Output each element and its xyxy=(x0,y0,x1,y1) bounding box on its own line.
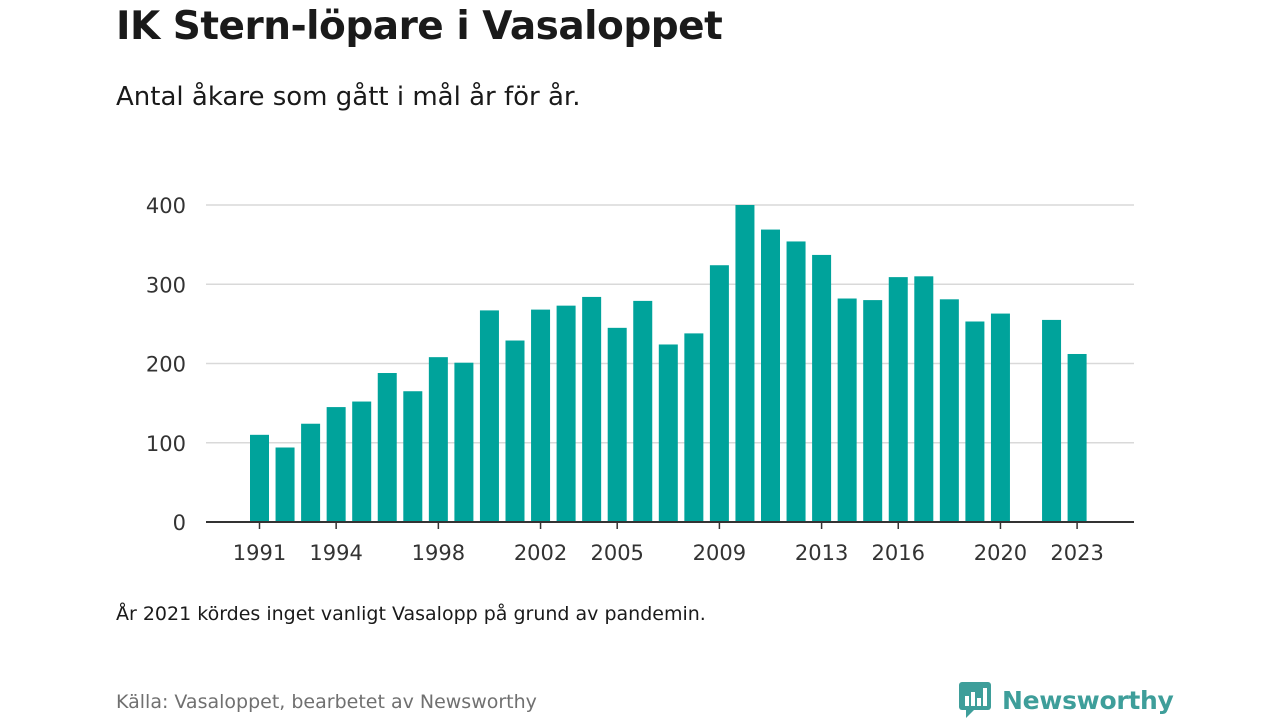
newsworthy-logo: Newsworthy xyxy=(958,680,1174,720)
bar xyxy=(709,265,729,522)
chart-subtitle: Antal åkare som gått i mål år för år. xyxy=(116,82,581,112)
bar xyxy=(607,327,627,522)
bar xyxy=(684,333,704,522)
bar xyxy=(761,229,780,522)
newsworthy-logo-icon xyxy=(959,682,991,718)
x-tick-label: 2005 xyxy=(590,541,643,565)
bar xyxy=(377,373,397,522)
bar-chart: 0 100 200 300 400 1991 1994 1998 2002 2005 2009 201… xyxy=(146,194,1134,565)
bar xyxy=(990,313,1010,522)
y-tick-label: 0 xyxy=(173,511,186,535)
bar xyxy=(275,447,295,522)
source-line: Källa: Vasaloppet, bearbetet av Newswort… xyxy=(116,691,537,713)
bar xyxy=(735,205,755,522)
bar xyxy=(582,296,602,522)
bar xyxy=(863,300,883,522)
bar xyxy=(479,310,499,522)
y-tick-label: 200 xyxy=(146,353,186,377)
x-tick-label: 2023 xyxy=(1050,541,1103,565)
x-tick-label: 2020 xyxy=(974,541,1027,565)
x-tick-label: 1991 xyxy=(233,541,286,565)
bar xyxy=(301,423,321,522)
bar xyxy=(403,391,423,522)
bar xyxy=(837,298,857,522)
bar xyxy=(352,401,372,522)
bar xyxy=(505,340,525,522)
bar xyxy=(658,344,678,522)
y-tick-label: 100 xyxy=(146,432,186,456)
bar xyxy=(1042,319,1062,522)
x-tick-label: 1994 xyxy=(309,541,362,565)
x-tick-label: 2016 xyxy=(872,541,925,565)
bar xyxy=(965,321,985,522)
chart-note: År 2021 kördes inget vanligt Vasalopp på… xyxy=(116,603,706,625)
bar xyxy=(786,241,806,522)
chart-title: IK Stern-löpare i Vasaloppet xyxy=(116,4,723,49)
bar xyxy=(531,309,551,522)
y-tick-label: 300 xyxy=(146,273,186,297)
logo-text: Newsworthy xyxy=(1002,685,1174,715)
y-tick-label: 400 xyxy=(146,194,186,218)
bar xyxy=(556,305,576,522)
bar xyxy=(428,357,448,522)
x-tick-label: 2013 xyxy=(795,541,848,565)
bar xyxy=(914,276,934,522)
x-tick-label: 2009 xyxy=(693,541,746,565)
bar xyxy=(939,299,959,522)
bar xyxy=(1067,353,1087,522)
bar xyxy=(326,407,346,522)
x-tick-label: 1998 xyxy=(412,541,465,565)
bar xyxy=(888,277,908,522)
bar xyxy=(454,362,474,522)
bar xyxy=(633,300,653,522)
bar xyxy=(812,254,832,523)
bar xyxy=(250,434,269,522)
x-tick-label: 2002 xyxy=(514,541,567,565)
